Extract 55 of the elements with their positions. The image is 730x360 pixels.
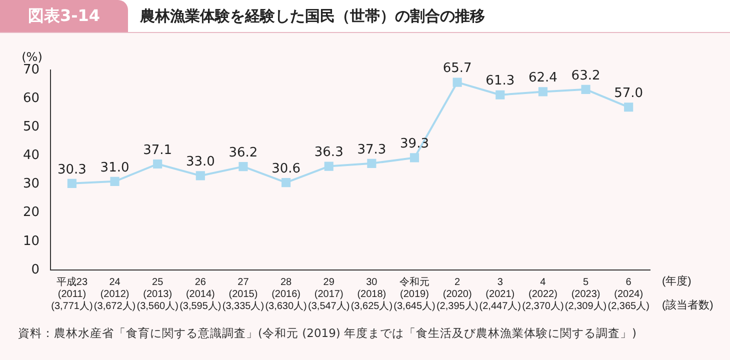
data-label: 61.3 — [486, 74, 515, 89]
data-label: 39.3 — [400, 136, 429, 152]
data-label: 30.3 — [57, 162, 86, 178]
point — [367, 158, 376, 168]
point — [282, 178, 291, 188]
x-tick-label: 29 (2017) (3,547人) — [308, 276, 350, 312]
x-tick-label: 27 (2015) (3,335人) — [222, 276, 264, 312]
x-tick-label: 3 (2021) (2,447人) — [479, 276, 521, 312]
x-tick-label: 28 (2016) (3,630人) — [265, 276, 307, 312]
x-axis-title: (年度) (該当者数) — [662, 274, 714, 312]
y-tick-label: 50 — [22, 120, 40, 135]
x-tick-label: 5 (2023) (2,309人) — [564, 276, 607, 312]
data-label: 62.4 — [528, 70, 558, 86]
point — [538, 87, 548, 96]
y-tick-label: 10 — [22, 234, 40, 249]
point — [410, 153, 420, 162]
y-axis-title: (%) — [22, 50, 42, 64]
point — [153, 159, 162, 169]
point — [624, 102, 634, 112]
data-label: 37.1 — [143, 142, 172, 158]
x-tick-label: 6 (2024) (2,365人) — [608, 276, 650, 312]
x-tick-label: 2 (2020) (2,395人) — [436, 276, 478, 312]
data-label: 30.6 — [272, 161, 301, 176]
point — [196, 171, 205, 180]
point — [110, 176, 120, 186]
point — [452, 78, 462, 87]
y-tick-label: 70 — [22, 62, 40, 78]
data-label: 36.3 — [314, 145, 344, 160]
x-tick-label: 平成23 (2011) (3,771人) — [51, 276, 93, 312]
y-tick-label: 30 — [22, 176, 40, 192]
point — [324, 162, 334, 171]
data-label: 37.3 — [357, 142, 386, 158]
x-tick-label: 26 (2014) (3,595人) — [180, 276, 222, 312]
text: 図表3-14 — [0, 0, 128, 32]
data-label: 65.7 — [442, 61, 472, 76]
x-tick-label: 25 (2013) (3,560人) — [136, 276, 178, 312]
x-tick-label: 24 (2012) (3,672人) — [94, 276, 136, 312]
point — [496, 90, 505, 100]
x-tick-label: 令和元 (2019) (3,645人) — [394, 276, 436, 312]
data-label: 33.0 — [186, 154, 215, 170]
data-label: 63.2 — [571, 68, 600, 84]
data-label: 57.0 — [614, 86, 644, 102]
y-tick-label: 0 — [31, 262, 40, 278]
point — [238, 162, 248, 172]
x-tick-label: 30 (2018) (3,625人) — [350, 276, 393, 312]
y-tick-label: 60 — [22, 90, 40, 106]
y-tick-label: 40 — [22, 148, 40, 164]
point — [581, 84, 590, 94]
data-label: 36.2 — [228, 145, 258, 160]
chart-title: 農林漁業体験を経験した国民（世帯）の割合の推移 — [140, 6, 485, 27]
y-tick-label: 20 — [22, 205, 40, 220]
x-tick-label: 4 (2022) (2,370人) — [522, 276, 564, 312]
data-label: 31.0 — [100, 160, 130, 176]
point — [67, 178, 76, 188]
text: 資料：農林水産省「食育に関する意識調査」(令和元 (2019) 年度までは「食生活及び農林漁業体験に関する調査」) — [18, 326, 637, 341]
